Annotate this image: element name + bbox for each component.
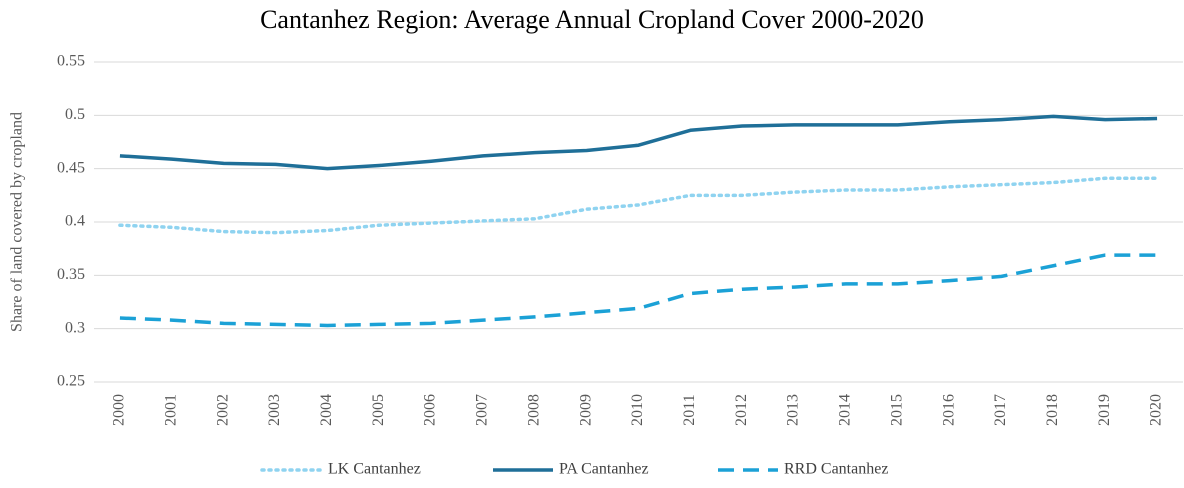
x-tick-label: 2003 [266,394,283,426]
y-axis-label: Share of land covered by cropland [9,112,26,332]
series-line [118,176,1159,235]
x-tick-label: 2006 [422,394,439,426]
x-tick-label: 2015 [888,394,905,426]
x-tick-label: 2001 [162,394,179,426]
x-tick-label: 2019 [1096,394,1113,426]
y-tick-label: 0.45 [57,159,85,176]
x-tick-label: 2005 [370,394,387,426]
x-tick-label: 2012 [733,394,750,426]
legend-label: RRD Cantanhez [784,461,888,478]
x-tick-label: 2000 [111,394,128,426]
y-tick-label: 0.25 [57,373,85,390]
x-tick-label: 2013 [785,394,802,426]
y-tick-label: 0.55 [57,53,85,70]
legend-label: LK Cantanhez [328,461,421,478]
y-tick-label: 0.3 [65,319,85,336]
y-tick-label: 0.5 [65,106,85,123]
legend-label: PA Cantanhez [559,461,649,478]
y-tick-label: 0.35 [57,266,85,283]
series-line [119,253,1158,328]
x-tick-label: 2007 [474,394,491,426]
x-tick-label: 2009 [577,394,594,426]
legend: LK Cantanhez PA Cantanhez RRD Cantanhez [260,461,888,478]
x-tick-label: 2002 [214,394,231,426]
x-tick-label: 2018 [1044,394,1061,426]
x-tick-label: 2014 [837,394,854,426]
chart-title: Cantanhez Region: Average Annual Croplan… [260,5,924,34]
x-tick-label: 2008 [525,394,542,426]
x-tick-label: 2004 [318,394,335,426]
y-tick-label: 0.4 [65,213,85,230]
x-tick-label: 2020 [1148,394,1165,426]
series-line [119,114,1158,171]
x-tick-label: 2011 [681,394,698,425]
x-tick-label: 2017 [992,394,1009,426]
x-tick-label: 2016 [940,394,957,426]
x-tick-label: 2010 [629,394,646,426]
